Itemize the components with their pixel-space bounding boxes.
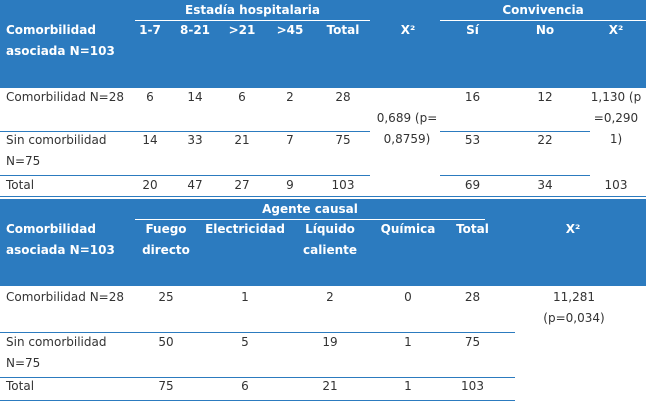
cell-value: 20 (142, 178, 158, 192)
cell-value: 12 (537, 90, 553, 104)
cell-value: 75 (464, 335, 481, 349)
cell-value: 33 (187, 133, 203, 147)
cell-value: 69 (464, 178, 481, 192)
column-header: Líquido caliente (303, 222, 357, 257)
cell-value: 53 (464, 133, 481, 147)
cell-value: 25 (158, 290, 174, 304)
chi-square: 0,689 (p=0,8759) (376, 111, 438, 146)
column-header: Comorbilidad asociada N=103 (6, 23, 115, 58)
column-header: Fuego directo (142, 222, 190, 257)
column-header: Total (456, 222, 489, 236)
header-bg (0, 199, 646, 286)
column-header: Química (380, 222, 436, 236)
row-rule (0, 131, 370, 132)
row-label: Sin comorbilidad N=75 (6, 133, 107, 168)
cell-value: 75 (335, 133, 351, 147)
row-rule (0, 196, 646, 197)
row-label: Comorbilidad N=28 (6, 90, 125, 104)
cell-value: 9 (286, 178, 294, 192)
cell-value: 19 (322, 335, 338, 349)
cell-value: 27 (234, 178, 250, 192)
cell-value: 6 (146, 90, 154, 104)
header-bg (0, 0, 646, 88)
chi-square: 11,281 (p=0,034) (543, 290, 605, 325)
cell-value: 47 (187, 178, 203, 192)
cell-value: 103 (331, 178, 355, 192)
column-header: Electricidad (205, 222, 285, 236)
column-header: X² (400, 23, 416, 37)
column-header: >45 (276, 23, 304, 37)
cell-value: 14 (187, 90, 203, 104)
cell-value: 21 (322, 379, 338, 393)
column-header: No (535, 23, 555, 37)
cell-value: 2 (286, 90, 294, 104)
column-header: X² (565, 222, 581, 236)
cell-value: 22 (537, 133, 553, 147)
column-header: >21 (228, 23, 256, 37)
row-rule (440, 131, 590, 132)
cell-value: 34 (537, 178, 553, 192)
cell-value: 16 (464, 90, 481, 104)
cell-value: 14 (142, 133, 158, 147)
cell-value: 21 (234, 133, 250, 147)
group-header: Estadía hospitalaria (185, 3, 320, 17)
row-label: Total (6, 379, 35, 393)
row-label: Sin comorbilidad N=75 (6, 335, 107, 370)
cell-value: 28 (335, 90, 351, 104)
row-rule (440, 175, 590, 176)
row-rule (0, 175, 370, 176)
column-header: 8-21 (179, 23, 211, 37)
cell-value: 7 (286, 133, 294, 147)
cell-value: 50 (158, 335, 174, 349)
row-label: Total (6, 178, 35, 192)
group-header: Agente causal (262, 202, 358, 216)
cell-value: 2 (326, 290, 334, 304)
row-label: Comorbilidad N=28 (6, 290, 125, 304)
chi-square: 1,130 (p=0,2901) (590, 90, 642, 146)
column-header: Total (326, 23, 360, 37)
row-rule (0, 400, 515, 401)
cell-value: 1 (241, 290, 249, 304)
column-header: 1-7 (139, 23, 161, 37)
cell-value: 103 (604, 178, 628, 192)
cell-value: 103 (461, 379, 484, 393)
header-rule (440, 20, 646, 21)
cell-value: 5 (241, 335, 249, 349)
group-header: Convivencia (502, 3, 584, 17)
cell-value: 6 (238, 90, 246, 104)
cell-value: 0 (404, 290, 412, 304)
header-rule (135, 20, 370, 21)
row-rule (0, 332, 515, 333)
column-header: Comorbilidad asociada N=103 (6, 222, 115, 257)
cell-value: 1 (404, 335, 412, 349)
cell-value: 28 (464, 290, 481, 304)
header-rule (135, 219, 485, 220)
cell-value: 75 (158, 379, 174, 393)
cell-value: 6 (241, 379, 249, 393)
row-rule (0, 377, 515, 378)
cell-value: 1 (404, 379, 412, 393)
column-header: X² (608, 23, 624, 37)
column-header: Sí (466, 23, 479, 37)
